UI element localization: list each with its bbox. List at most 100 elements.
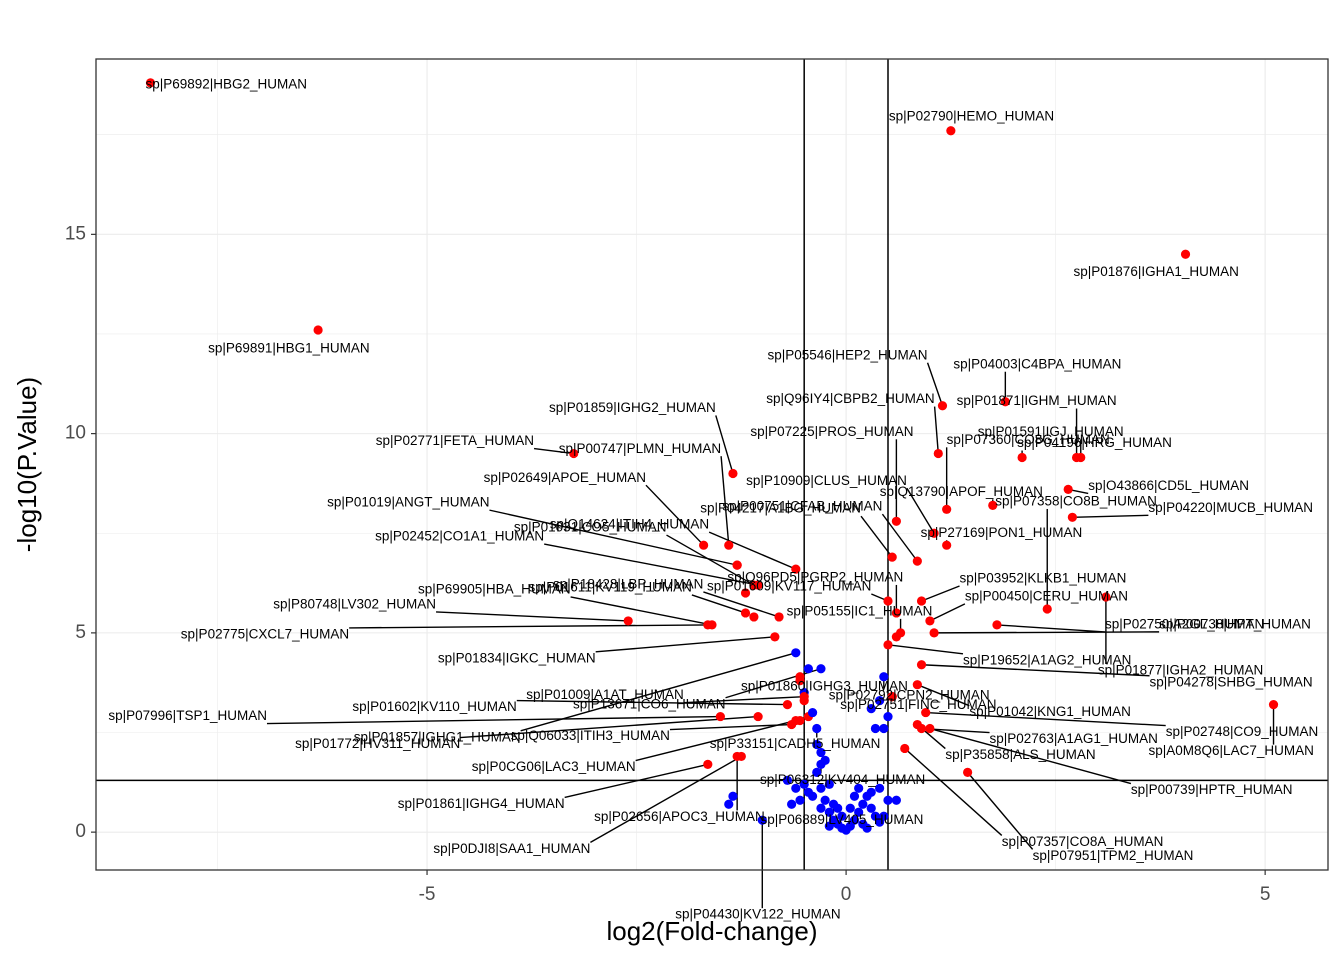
significant-point xyxy=(887,692,897,702)
label-leader-line xyxy=(595,636,775,653)
nonsignificant-point xyxy=(824,779,834,789)
nonsignificant-point xyxy=(828,799,839,809)
point-label: sp|P07358|CO8B_HUMAN xyxy=(995,494,1157,509)
nonsignificant-point xyxy=(858,799,868,809)
point-label: sp|P02656|APOC3_HUMAN xyxy=(594,809,765,824)
significant-point xyxy=(770,632,780,642)
point-label: sp|P04217|A1BG_HUMAN xyxy=(700,501,861,516)
nonsignificant-point xyxy=(807,707,818,718)
label-leader-line xyxy=(266,715,721,725)
point-label: sp|P33151|CADH5_HUMAN xyxy=(710,736,881,751)
label-leader-line xyxy=(683,695,805,704)
y-tick-label: 0 xyxy=(75,821,86,842)
nonsignificant-point xyxy=(816,803,826,813)
nonsignificant-point xyxy=(824,807,834,817)
nonsignificant-point xyxy=(891,795,901,805)
significant-point xyxy=(313,325,323,335)
point-label: sp|P01860|IGHG3_HUMAN xyxy=(741,678,908,693)
significant-point xyxy=(900,743,910,754)
point-label: sp|P69905|HBA_HUMAN xyxy=(418,581,571,596)
label-leader-line xyxy=(929,603,966,622)
nonsignificant-point xyxy=(803,664,813,674)
label-leader-line xyxy=(929,727,1132,785)
point-label: sp|P0CG06|LAC3_HUMAN xyxy=(472,759,636,774)
nonsignificant-point xyxy=(795,795,805,805)
label-leader-line xyxy=(516,699,788,706)
nonsignificant-point xyxy=(816,664,826,674)
nonsignificant-point xyxy=(728,791,738,801)
label-leader-line xyxy=(544,543,759,586)
significant-point xyxy=(749,612,759,622)
significant-point xyxy=(942,504,952,514)
point-label: sp|P02792|CPN2_HUMAN xyxy=(829,687,990,702)
point-label: sp|P00751|CFAB_HUMAN xyxy=(722,499,882,514)
label-leader-line xyxy=(887,644,964,655)
point-label: sp|P80748|LV302_HUMAN xyxy=(273,596,436,611)
point-label: sp|P03952|KLKB1_HUMAN xyxy=(960,571,1127,586)
label-leader-line xyxy=(1072,514,1149,519)
point-label: sp|P02750|A2GL_HUMAN xyxy=(1105,616,1264,631)
y-axis-title: -log10(P.Value) xyxy=(12,377,42,552)
significant-point xyxy=(916,660,927,670)
point-label: sp|P27169|PON1_HUMAN xyxy=(921,525,1083,540)
nonsignificant-point xyxy=(837,811,847,821)
nonsignificant-point xyxy=(879,672,889,682)
label-leader-line xyxy=(921,664,1150,677)
significant-point xyxy=(1101,592,1111,602)
label-leader-line xyxy=(881,513,918,562)
nonsignificant-point xyxy=(849,815,860,825)
significant-point xyxy=(1180,249,1191,259)
significant-point xyxy=(929,528,939,538)
point-label: sp|P00450|CERU_HUMAN xyxy=(965,588,1128,603)
nonsignificant-point xyxy=(791,783,801,793)
label-leader-line xyxy=(860,515,893,558)
label-leader-line xyxy=(533,447,574,455)
grid-lines xyxy=(96,59,1328,870)
nonsignificant-point xyxy=(879,723,889,734)
significant-point xyxy=(1063,484,1073,495)
label-leader-line xyxy=(906,487,935,534)
nonsignificant-point xyxy=(799,779,809,789)
point-label: sp|P35858|ALS_HUMAN xyxy=(945,747,1095,762)
point-label: sp|P05546|HEP2_HUMAN xyxy=(767,347,927,362)
point-label: sp|Q06033|ITIH3_HUMAN xyxy=(511,728,670,743)
significant-point xyxy=(1268,700,1279,710)
point-label: sp|P05155|IC1_HUMAN xyxy=(787,603,933,618)
nonsignificant-point xyxy=(812,723,822,734)
significant-point xyxy=(740,588,751,598)
significant-point xyxy=(791,564,801,574)
nonsignificant-point xyxy=(824,821,834,831)
nonsignificant-point xyxy=(879,811,889,821)
panel-border xyxy=(95,58,1329,871)
significant-point xyxy=(912,719,922,730)
point-label: sp|P01009|A1AT_HUMAN xyxy=(526,687,684,702)
label-leader-line xyxy=(669,723,792,731)
label-leader-line xyxy=(934,631,1160,634)
point-labels: sp|P69892|HBG2_HUMAN sp|P02790|HEMO_HUMAN… xyxy=(108,76,1318,921)
point-label: sp|P04430|KV122_HUMAN xyxy=(675,907,840,922)
point-label: sp|P04003|C4BPA_HUMAN xyxy=(953,356,1121,371)
point-label: sp|Q13790|APOF_HUMAN xyxy=(880,484,1043,499)
nonsignificant-point xyxy=(866,803,876,813)
axis-ticks: -5 0 5 0 5 10 15 xyxy=(65,223,1271,905)
significant-point xyxy=(883,596,893,606)
significant-point xyxy=(799,692,809,702)
point-label: sp|P07225|PROS_HUMAN xyxy=(750,424,913,439)
point-label: sp|P04220|MUCB_HUMAN xyxy=(1148,500,1313,515)
significant-point xyxy=(887,552,897,562)
point-label: sp|P01611|KV119_HUMAN xyxy=(529,580,692,595)
point-label: sp|P01042|KNG1_HUMAN xyxy=(969,704,1131,719)
point-label: sp|P01602|KV110_HUMAN xyxy=(352,699,516,714)
label-leader-line xyxy=(917,684,970,707)
label-leader-line xyxy=(933,406,939,454)
significant-point xyxy=(753,711,763,722)
nonsignificant-point xyxy=(875,783,885,793)
significant-point xyxy=(1042,604,1052,614)
point-label: sp|A0M8Q6|LAC7_HUMAN xyxy=(1149,743,1314,758)
significant-point xyxy=(1017,452,1027,463)
nonsignificant-point xyxy=(875,696,885,706)
point-label: sp|P00747|PLMN_HUMAN xyxy=(559,441,721,456)
significant-point xyxy=(724,540,734,550)
label-leader-line xyxy=(703,591,780,618)
significant-point xyxy=(732,560,742,570)
